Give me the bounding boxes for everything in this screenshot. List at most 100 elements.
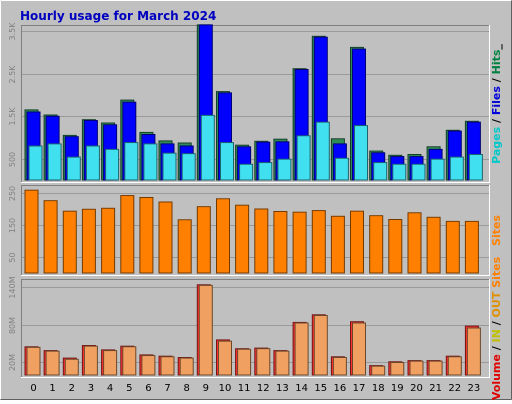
bar-top-pages-17 — [354, 125, 368, 181]
bar-bottom-out-fill-15 — [313, 315, 328, 376]
bar-middle-sites-fill-13 — [273, 211, 288, 274]
bar-middle-sites-23 — [464, 220, 479, 274]
bar-middle-sites-2 — [62, 210, 77, 274]
bar-middle-sites-15 — [311, 210, 326, 274]
bar-top-pages-2 — [66, 156, 81, 181]
panel-top-ytick-label-3: 3.5K — [8, 22, 17, 41]
x-tick-label-7: 7 — [164, 383, 170, 394]
bar-middle-sites-8 — [177, 219, 192, 274]
bar-top-pages-fill-12 — [258, 162, 273, 181]
bar-middle-sites-fill-22 — [445, 220, 460, 274]
bar-top-pages-8 — [181, 153, 196, 181]
x-tick-label-5: 5 — [126, 383, 132, 394]
bar-bottom-out-fill-14 — [294, 322, 309, 376]
bar-middle-sites-fill-2 — [62, 210, 77, 274]
bar-middle-sites-fill-10 — [216, 198, 230, 274]
x-tick-label-6: 6 — [145, 383, 151, 394]
bar-bottom-out-fill-5 — [122, 346, 137, 376]
x-tick-label-16: 16 — [334, 383, 347, 394]
bar-middle-sites-fill-18 — [369, 215, 384, 274]
bar-middle-sites-19 — [388, 219, 403, 274]
bar-middle-sites-fill-1 — [43, 200, 58, 274]
bar-bottom-out-6 — [141, 355, 156, 376]
bar-middle-sites-fill-4 — [101, 207, 116, 274]
bar-bottom-out-5 — [122, 346, 137, 376]
x-tick-label-22: 22 — [448, 383, 461, 394]
bar-top-pages-fill-23 — [468, 154, 483, 181]
panel-top-ytick-label-2: 2.5K — [8, 65, 17, 84]
bar-bottom-out-fill-6 — [141, 355, 156, 376]
bar-bottom-out-2 — [64, 358, 79, 376]
bar-middle-sites-fill-23 — [464, 220, 479, 274]
bar-top-pages-fill-17 — [354, 125, 368, 181]
bar-middle-sites-fill-11 — [235, 204, 250, 274]
panel-bottom-legend-part-3: / — [490, 317, 503, 329]
bar-bottom-out-4 — [103, 350, 118, 376]
bar-middle-sites-fill-21 — [426, 216, 441, 274]
bar-bottom-out-22 — [447, 356, 462, 376]
panel-middle-ytick-label-0: 50 — [8, 252, 17, 262]
bar-middle-sites-fill-14 — [292, 211, 307, 274]
x-tick-label-15: 15 — [314, 383, 327, 394]
panel-bottom-legend-part-2: IN — [490, 329, 503, 342]
bar-bottom-out-23 — [466, 327, 481, 376]
bar-middle-sites-11 — [235, 204, 250, 274]
bar-top-pages-fill-4 — [105, 148, 120, 181]
bar-bottom-out-18 — [371, 365, 386, 376]
bar-middle-sites-14 — [292, 211, 307, 274]
panel-middle-ytick-label-1: 150 — [8, 218, 17, 233]
bar-bottom-out-15 — [313, 315, 328, 376]
x-tick-label-21: 21 — [429, 383, 442, 394]
x-tick-label-11: 11 — [238, 383, 251, 394]
bar-bottom-out-fill-10 — [218, 340, 232, 376]
bar-bottom-out-21 — [428, 360, 443, 376]
bar-top-pages-fill-6 — [143, 143, 158, 181]
x-tick-label-19: 19 — [391, 383, 404, 394]
x-tick-label-3: 3 — [88, 383, 94, 394]
bar-middle-sites-fill-9 — [196, 206, 211, 274]
panel-top: 500 1.5K 2.5K 3.5K Pages / Files / Hits_ — [8, 22, 503, 183]
bar-top-pages-fill-9 — [200, 114, 215, 181]
bar-top-pages-0 — [28, 145, 43, 181]
bar-middle-sites-3 — [81, 208, 96, 274]
panel-middle-legend-label: Sites — [490, 215, 503, 246]
x-tick-label-9: 9 — [203, 383, 209, 394]
bar-top-pages-7 — [162, 152, 177, 181]
bar-middle-sites-17 — [350, 210, 364, 274]
bar-top-pages-fill-2 — [66, 156, 81, 181]
bar-top-pages-fill-7 — [162, 152, 177, 181]
bar-top-pages-15 — [315, 121, 330, 181]
bar-middle-sites-fill-20 — [407, 212, 422, 274]
bar-bottom-out-17 — [352, 322, 366, 376]
bar-top-pages-fill-3 — [85, 145, 100, 181]
bar-bottom-out-fill-7 — [160, 356, 175, 376]
bar-middle-sites-fill-15 — [311, 210, 326, 274]
bar-top-pages-fill-5 — [124, 142, 139, 181]
panel-top-legend-part-3: / — [490, 74, 503, 86]
bar-top-pages-fill-21 — [430, 158, 445, 181]
bar-top-pages-fill-15 — [315, 121, 330, 181]
bar-middle-sites-18 — [369, 215, 384, 274]
bar-middle-sites-fill-6 — [139, 197, 154, 274]
bar-top-pages-fill-13 — [277, 158, 292, 181]
bar-top-pages-3 — [85, 145, 100, 181]
x-tick-label-14: 14 — [295, 383, 308, 394]
x-tick-label-0: 0 — [30, 383, 36, 394]
bar-top-pages-11 — [239, 163, 254, 181]
bar-top-pages-10 — [220, 142, 234, 181]
panel-top-ytick-label-0: 500 — [8, 152, 17, 167]
bar-top-pages-18 — [373, 162, 388, 181]
bar-middle-sites-13 — [273, 211, 288, 274]
bar-middle-sites-1 — [43, 200, 58, 274]
bar-top-pages-fill-18 — [373, 162, 388, 181]
panel-top-legend-part-1: / — [490, 115, 503, 127]
bar-top-pages-1 — [47, 143, 62, 181]
x-tick-label-1: 1 — [49, 383, 55, 394]
x-tick-label-4: 4 — [107, 383, 113, 394]
bar-bottom-out-20 — [409, 360, 424, 376]
bar-top-pages-4 — [105, 148, 120, 181]
panel-middle-ytick-label-2: 250 — [8, 186, 17, 201]
bar-middle-sites-21 — [426, 216, 441, 274]
bar-bottom-out-fill-2 — [64, 358, 79, 376]
